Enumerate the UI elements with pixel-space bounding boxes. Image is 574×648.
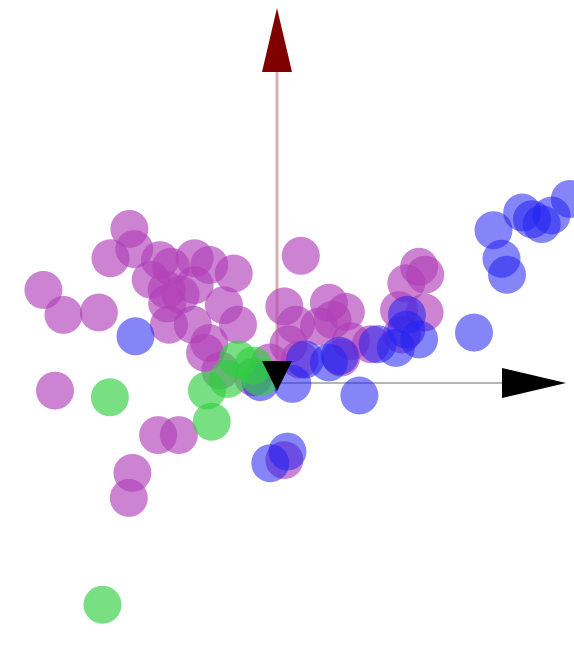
data-point bbox=[44, 295, 83, 334]
data-point bbox=[175, 266, 214, 305]
data-point bbox=[83, 585, 122, 624]
axis-arrows bbox=[262, 8, 566, 398]
data-point bbox=[400, 247, 439, 286]
data-point bbox=[139, 416, 178, 455]
data-point bbox=[187, 371, 226, 410]
data-point bbox=[36, 371, 74, 410]
y-axis-arrowhead bbox=[262, 8, 292, 72]
data-point bbox=[79, 293, 118, 332]
data-point bbox=[320, 336, 359, 375]
origin-marker bbox=[262, 361, 292, 391]
data-point bbox=[340, 376, 379, 415]
data-point bbox=[109, 478, 148, 517]
data-point bbox=[387, 295, 426, 334]
data-point bbox=[281, 236, 320, 275]
data-point bbox=[91, 239, 130, 278]
data-point bbox=[251, 444, 290, 483]
x-axis-arrowhead bbox=[502, 368, 566, 398]
data-point bbox=[488, 255, 526, 294]
data-point bbox=[550, 180, 574, 218]
data-point bbox=[455, 313, 493, 352]
data-point bbox=[90, 378, 129, 417]
data-points bbox=[24, 180, 574, 624]
data-point bbox=[219, 305, 257, 344]
data-point bbox=[474, 211, 513, 250]
data-point bbox=[192, 402, 231, 441]
data-point bbox=[116, 317, 155, 356]
data-point bbox=[214, 254, 253, 293]
data-point bbox=[326, 292, 365, 331]
